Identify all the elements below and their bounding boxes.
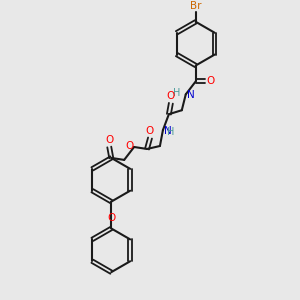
Text: Br: Br — [190, 1, 202, 11]
Text: O: O — [105, 135, 113, 145]
Text: O: O — [146, 126, 154, 136]
Text: N: N — [164, 126, 172, 136]
Text: O: O — [167, 91, 175, 101]
Text: O: O — [125, 141, 133, 151]
Text: O: O — [206, 76, 215, 86]
Text: O: O — [107, 212, 116, 223]
Text: N: N — [187, 90, 194, 100]
Text: H: H — [167, 127, 175, 137]
Text: H: H — [173, 88, 181, 98]
